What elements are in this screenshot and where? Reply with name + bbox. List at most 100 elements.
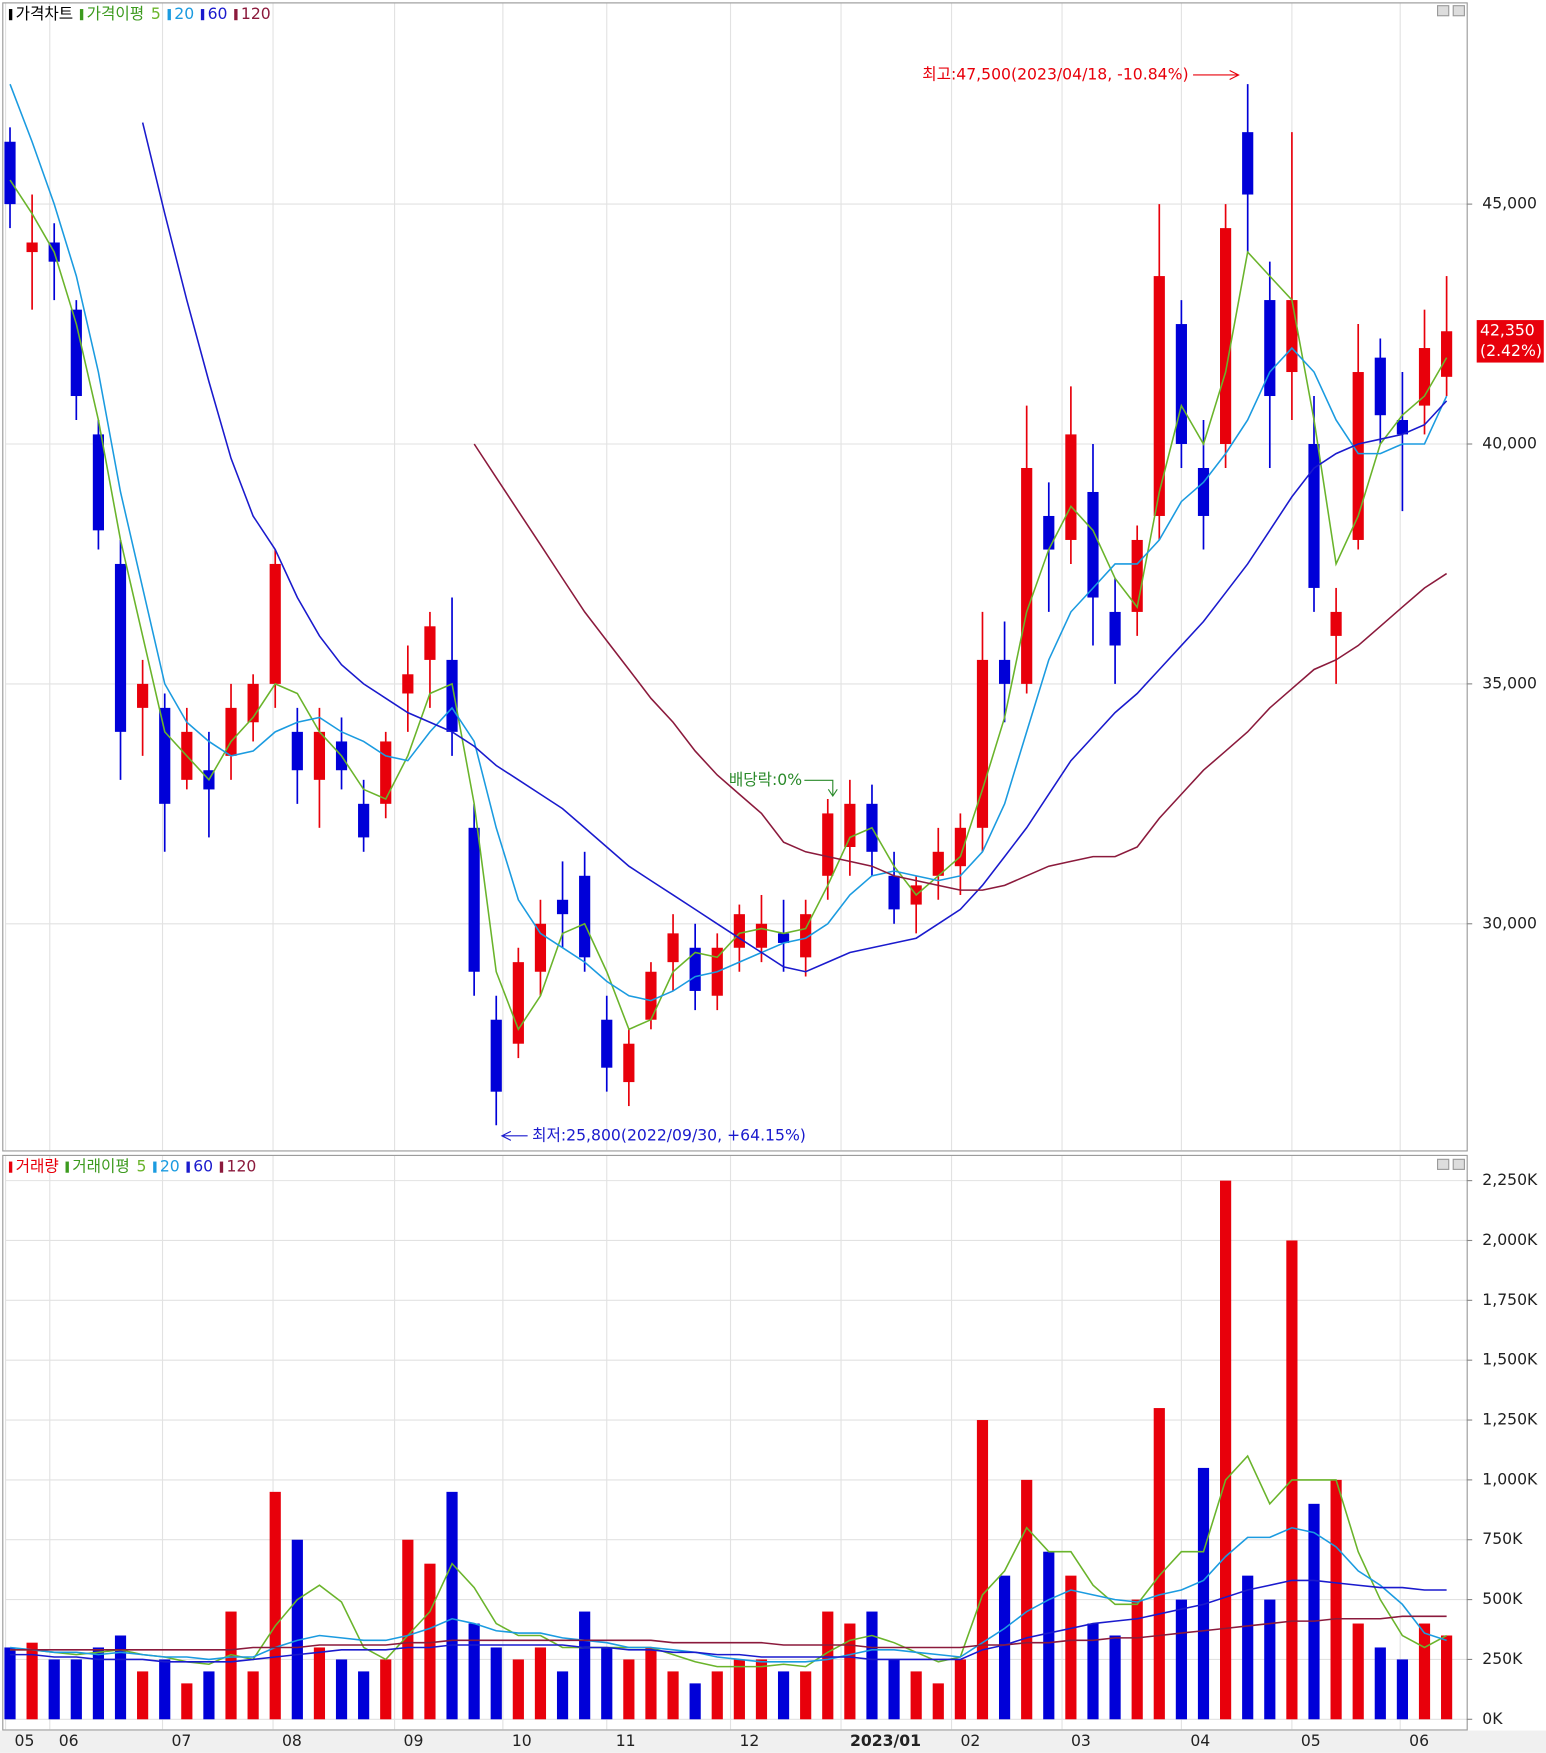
x-tick-label: 07: [171, 1731, 191, 1750]
candle-body: [954, 827, 966, 867]
volume-bar: [181, 1683, 193, 1720]
volume-bar: [114, 1635, 127, 1720]
y-tick-label: 30,000: [1482, 913, 1537, 932]
volume-bar: [1087, 1623, 1099, 1720]
candle-body: [1441, 331, 1453, 377]
candle-body: [1396, 420, 1408, 435]
candle-body: [1043, 515, 1055, 550]
candle-body: [291, 731, 303, 771]
panel-button[interactable]: [1437, 1158, 1450, 1170]
legend-label: 5: [151, 4, 161, 23]
legend-label: 5: [137, 1157, 147, 1176]
volume-bar: [755, 1659, 768, 1720]
x-tick-label: 08: [282, 1731, 302, 1750]
price-label: 42,350: [1480, 321, 1535, 340]
ma-line: [10, 1454, 1447, 1668]
volume-bar: [866, 1611, 878, 1720]
candle-body: [1220, 228, 1232, 444]
x-tick-label: 2023/01: [850, 1731, 921, 1750]
candle-body: [225, 707, 237, 756]
legend-swatch: [200, 9, 205, 21]
legend-swatch: [186, 1161, 190, 1173]
ma-line: [9, 1526, 1447, 1663]
x-tick-label: 05: [15, 1731, 35, 1750]
candle-body: [490, 1019, 502, 1092]
legend-label: 60: [208, 4, 228, 23]
volume-bar: [203, 1671, 215, 1720]
volume-bar: [623, 1659, 635, 1720]
y-tick-label: 500K: [1482, 1589, 1523, 1608]
ma-line: [10, 1615, 1447, 1651]
candle-body: [1374, 357, 1386, 416]
volume-bar: [1131, 1599, 1143, 1720]
candle-body: [424, 626, 436, 660]
y-tick-label: 750K: [1482, 1529, 1523, 1548]
volume-bar: [380, 1659, 392, 1720]
annotation-arrow: [500, 1130, 528, 1141]
legend-label: 60: [193, 1157, 213, 1176]
candle-body: [1131, 539, 1143, 612]
candle-body: [137, 683, 149, 708]
volume-bar: [1109, 1635, 1121, 1720]
candle-body: [601, 1019, 613, 1068]
legend-swatch: [65, 1161, 69, 1173]
annotation: 배당락:0%: [729, 770, 802, 789]
candle-body: [1175, 324, 1187, 444]
annotation-arrow: [804, 779, 838, 798]
x-tick-label: 03: [1071, 1731, 1091, 1750]
volume-bar: [1197, 1467, 1210, 1720]
y-tick-label: 250K: [1482, 1649, 1523, 1668]
y-tick-label: 1,000K: [1482, 1469, 1538, 1488]
x-tick-label: 06: [1409, 1731, 1429, 1750]
volume-bar: [313, 1647, 326, 1720]
annotation: 최고:47,500(2023/04/18, -10.84%): [922, 64, 1188, 83]
y-tick-label: 1,750K: [1482, 1290, 1538, 1309]
annotation-arrow: [1193, 70, 1240, 80]
candle-body: [1418, 348, 1431, 406]
candle-body: [1352, 372, 1364, 540]
panel-button[interactable]: [1452, 5, 1465, 17]
volume-bar: [1396, 1659, 1408, 1720]
candle-body: [800, 914, 812, 958]
x-tick-label: 09: [404, 1731, 424, 1750]
candle-body: [777, 933, 790, 943]
change-label: (2.42%): [1480, 341, 1542, 360]
volume-bar: [1352, 1623, 1364, 1720]
volume-bar: [733, 1659, 745, 1720]
volume-bar: [844, 1623, 856, 1720]
candle-body: [402, 674, 414, 694]
volume-bar: [711, 1671, 723, 1720]
candle-body: [159, 707, 171, 804]
legend-swatch: [8, 9, 13, 21]
candle-body: [755, 923, 768, 948]
panel-button[interactable]: [1437, 5, 1450, 17]
volume-bar: [888, 1659, 900, 1720]
legend-label: 120: [241, 4, 271, 23]
x-tick-label: 02: [960, 1731, 980, 1750]
volume-bar: [1242, 1575, 1254, 1720]
candle-body: [1087, 491, 1099, 598]
volume-bar: [1374, 1647, 1386, 1720]
volume-bar: [446, 1491, 458, 1720]
candle-body: [1065, 434, 1077, 540]
volume-bar: [556, 1671, 569, 1720]
candle-body: [844, 803, 856, 848]
y-tick-label: 35,000: [1482, 673, 1537, 692]
candle-body: [26, 242, 38, 253]
panel-button[interactable]: [1452, 1158, 1465, 1170]
candle-body: [1242, 132, 1254, 195]
candle-body: [1264, 300, 1276, 397]
ma-line: [9, 179, 1448, 1032]
volume-bar: [667, 1671, 679, 1720]
volume-bar: [822, 1611, 834, 1720]
volume-bar: [645, 1647, 657, 1720]
legend-label: 20: [174, 4, 194, 23]
volume-bar: [579, 1611, 591, 1720]
volume-bar: [291, 1539, 303, 1720]
candle-body: [4, 141, 16, 205]
annotation: 최저:25,800(2022/09/30, +64.15%): [532, 1125, 806, 1144]
volume-bar: [601, 1647, 613, 1720]
candle-body: [446, 659, 458, 732]
candle-body: [468, 827, 480, 972]
candle-body: [888, 875, 900, 910]
